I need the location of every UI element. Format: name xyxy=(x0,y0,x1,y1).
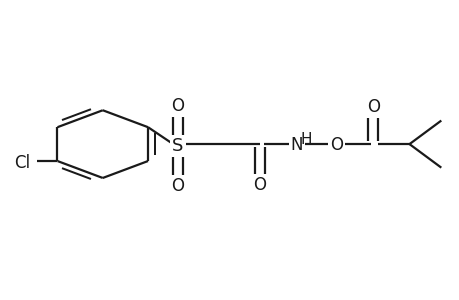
Text: O: O xyxy=(366,98,379,116)
Text: O: O xyxy=(171,97,184,115)
Text: Cl: Cl xyxy=(14,154,30,172)
Text: S: S xyxy=(172,137,183,155)
Text: N: N xyxy=(290,136,302,154)
Text: O: O xyxy=(330,136,342,154)
Text: O: O xyxy=(252,176,265,194)
Text: O: O xyxy=(171,177,184,196)
Text: H: H xyxy=(299,132,311,147)
